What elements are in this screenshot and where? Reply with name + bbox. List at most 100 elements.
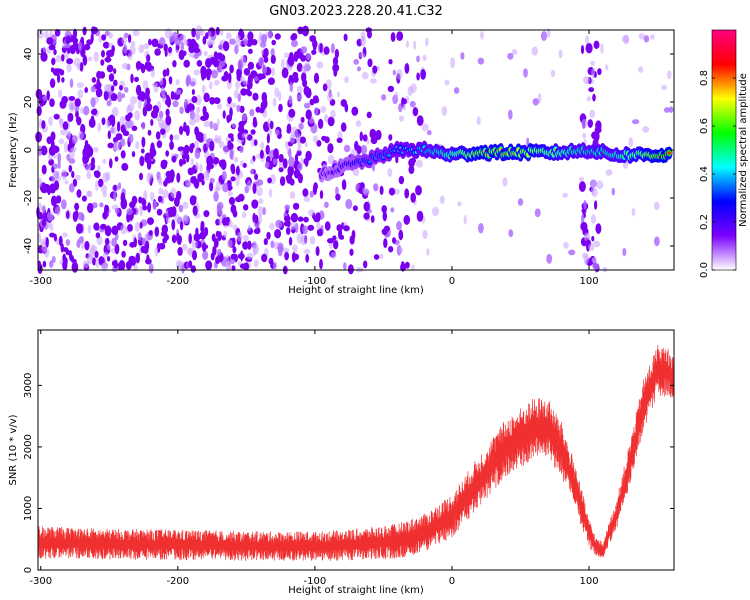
noise-speckle xyxy=(363,212,370,220)
noise-speckle xyxy=(160,128,166,135)
noise-speckle xyxy=(53,163,58,170)
noise-speckle xyxy=(631,207,636,217)
noise-speckle xyxy=(113,79,118,87)
noise-speckle xyxy=(412,107,419,117)
noise-speckle xyxy=(422,230,428,239)
noise-speckle xyxy=(356,66,362,72)
noise-speckle xyxy=(622,34,630,44)
noise-speckle xyxy=(265,144,270,155)
noise-speckle xyxy=(111,106,119,117)
noise-speckle xyxy=(142,205,148,211)
noise-speckle xyxy=(76,116,82,126)
noise-speckle xyxy=(55,55,62,63)
noise-speckle xyxy=(46,136,53,145)
noise-speckle xyxy=(316,221,321,231)
noise-speckle xyxy=(502,177,508,187)
noise-speckle xyxy=(93,51,99,63)
noise-speckle xyxy=(420,69,426,80)
noise-speckle xyxy=(262,64,267,74)
noise-speckle xyxy=(262,207,266,216)
noise-speckle xyxy=(416,72,420,81)
noise-speckle xyxy=(102,172,109,183)
noise-speckle xyxy=(349,248,354,256)
colorbar-frame xyxy=(711,29,737,271)
noise-speckle xyxy=(404,63,410,74)
noise-speckle xyxy=(103,84,111,93)
noise-speckle xyxy=(592,261,599,271)
noise-speckle xyxy=(68,96,76,101)
noise-speckle xyxy=(125,114,131,122)
noise-speckle xyxy=(546,253,553,264)
noise-speckle xyxy=(48,116,53,127)
noise-speckle xyxy=(585,35,589,46)
noise-speckle xyxy=(320,105,327,113)
noise-speckle xyxy=(69,78,74,88)
noise-speckle xyxy=(426,248,430,256)
noise-speckle xyxy=(223,144,229,155)
noise-speckle xyxy=(271,39,277,46)
noise-speckle xyxy=(240,88,248,96)
noise-speckle xyxy=(416,210,424,222)
noise-speckle xyxy=(638,33,646,40)
noise-speckle xyxy=(252,183,257,195)
noise-speckle xyxy=(106,100,112,107)
noise-speckle xyxy=(208,30,212,40)
noise-speckle xyxy=(155,131,161,140)
noise-speckle xyxy=(253,259,259,268)
noise-speckle xyxy=(517,198,524,206)
x-tick-label: -300 xyxy=(29,576,52,587)
noise-speckle xyxy=(343,262,347,270)
noise-speckle xyxy=(304,61,310,67)
noise-speckle xyxy=(401,98,407,105)
noise-speckle xyxy=(288,148,292,158)
noise-speckle xyxy=(235,39,242,47)
noise-speckle xyxy=(57,160,61,170)
noise-speckle xyxy=(209,97,216,105)
noise-speckle xyxy=(78,236,84,244)
noise-speckle xyxy=(232,246,237,254)
noise-speckle xyxy=(120,138,126,147)
noise-speckle xyxy=(289,81,294,93)
noise-speckle xyxy=(194,148,201,159)
noise-speckle xyxy=(642,125,650,133)
noise-speckle xyxy=(303,216,309,223)
noise-speckle xyxy=(667,70,672,80)
noise-speckle xyxy=(332,56,339,66)
noise-speckle xyxy=(141,199,147,207)
noise-speckle xyxy=(107,142,114,149)
noise-speckle xyxy=(330,43,335,54)
noise-speckle xyxy=(231,102,237,108)
noise-speckle xyxy=(441,106,448,116)
noise-speckle xyxy=(154,246,159,257)
noise-speckle xyxy=(35,89,43,99)
noise-speckle xyxy=(57,73,61,84)
noise-speckle xyxy=(141,136,146,148)
noise-speckle xyxy=(96,236,103,246)
noise-speckle xyxy=(62,253,67,262)
noise-speckle xyxy=(216,52,224,60)
noise-speckle xyxy=(221,75,229,82)
noise-speckle xyxy=(241,132,249,139)
noise-speckle xyxy=(336,91,341,98)
noise-speckle xyxy=(288,76,294,86)
noise-speckle xyxy=(405,40,409,48)
noise-speckle xyxy=(228,196,236,206)
noise-speckle xyxy=(283,215,291,222)
noise-speckle xyxy=(594,200,598,210)
noise-speckle xyxy=(107,130,112,140)
noise-speckle xyxy=(63,52,70,59)
noise-speckle xyxy=(179,34,187,42)
y-tick-label: 2000 xyxy=(23,434,34,459)
noise-speckle xyxy=(330,110,336,119)
noise-speckle xyxy=(611,187,615,196)
noise-speckle xyxy=(404,188,410,199)
noise-speckle xyxy=(227,96,232,105)
noise-speckle xyxy=(173,134,180,141)
snr-plot-background xyxy=(38,330,674,570)
noise-speckle xyxy=(166,67,170,77)
noise-speckle xyxy=(394,91,399,101)
noise-speckle xyxy=(229,38,236,45)
noise-speckle xyxy=(400,263,407,272)
noise-speckle xyxy=(316,61,324,69)
noise-speckle xyxy=(57,152,62,164)
